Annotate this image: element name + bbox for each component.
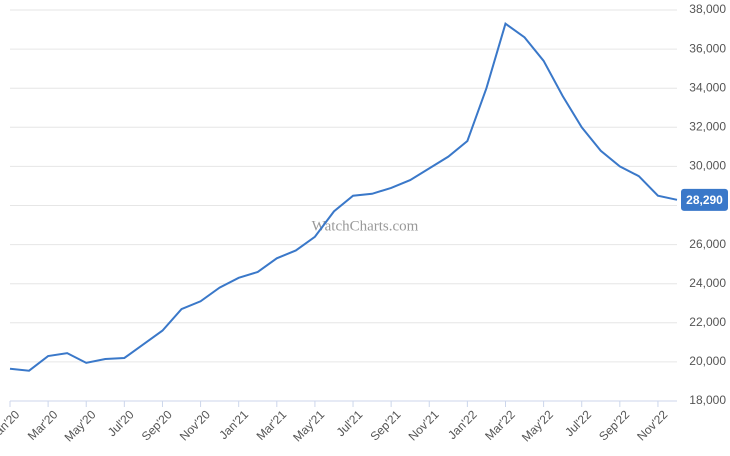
y-tick-label: 20,000	[689, 354, 726, 368]
y-tick-label: 18,000	[689, 393, 726, 407]
y-tick-label: 36,000	[689, 41, 726, 55]
x-tick-label: Nov'22	[634, 407, 670, 443]
x-tick-label: Jan'21	[216, 407, 251, 442]
y-tick-label: 24,000	[689, 276, 726, 290]
y-tick-label: 32,000	[689, 119, 726, 133]
x-tick-label: Sep'20	[139, 407, 175, 443]
end-label-box	[681, 188, 728, 211]
y-tick-label: 38,000	[689, 2, 726, 16]
x-tick-label: Jan'20	[0, 407, 23, 442]
x-tick-label: Mar'20	[25, 407, 61, 443]
x-tick-label: May'21	[290, 407, 327, 444]
x-tick-label: Nov'21	[406, 407, 442, 443]
x-tick-label: Jul'22	[562, 407, 594, 439]
y-tick-label: 34,000	[689, 80, 726, 94]
x-tick-label: Sep'21	[367, 407, 403, 443]
x-tick-label: Jul'21	[334, 407, 366, 439]
x-tick-label: Mar'22	[482, 407, 518, 443]
watermark: WatchCharts.com	[312, 218, 419, 234]
x-tick-label: Nov'20	[177, 407, 213, 443]
x-tick-label: Jul'20	[105, 407, 137, 439]
y-tick-label: 30,000	[689, 159, 726, 173]
end-label: 28,290	[686, 193, 723, 207]
x-tick-label: Jan'22	[445, 407, 480, 442]
x-tick-label: May'20	[62, 407, 99, 444]
x-tick-label: Sep'22	[596, 407, 632, 443]
y-tick-label: 22,000	[689, 315, 726, 329]
x-tick-label: May'22	[519, 407, 556, 444]
x-tick-label: Mar'21	[254, 407, 290, 443]
price-line	[9, 22, 678, 372]
y-tick-label: 26,000	[689, 237, 726, 251]
